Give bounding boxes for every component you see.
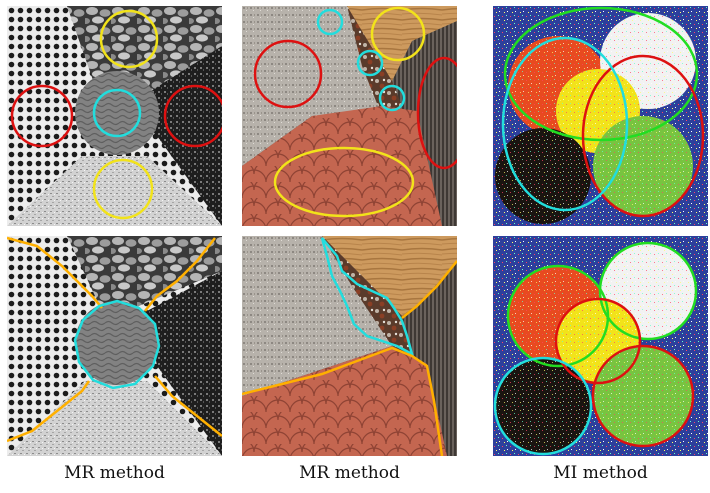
texture-mosaic-image [7,236,222,456]
segmentation-contour [73,299,161,390]
caption-left: MR method [64,463,165,483]
panel-texture-wedges-ground-truth [7,6,222,226]
texture-mosaic-image [493,236,708,456]
panel-texture-wedges-segmentation [7,236,222,456]
segmentation-contour [242,260,457,456]
panel-color-disks-ground-truth [493,6,708,226]
segmentation-contour [493,241,698,456]
texture-mosaic-image [242,236,457,456]
segmentation-contour [320,237,414,357]
caption-middle: MR method [299,463,400,483]
panel-color-disks-segmentation [493,236,708,456]
texture-mosaic-image [493,6,708,226]
texture-mosaic-image [242,6,457,226]
texture-mosaic-image [7,6,222,226]
segmentation-contour [7,236,222,443]
caption-right: MI method [553,463,648,483]
panel-texture-regions-segmentation [242,236,457,456]
panel-texture-regions-ground-truth [242,6,457,226]
